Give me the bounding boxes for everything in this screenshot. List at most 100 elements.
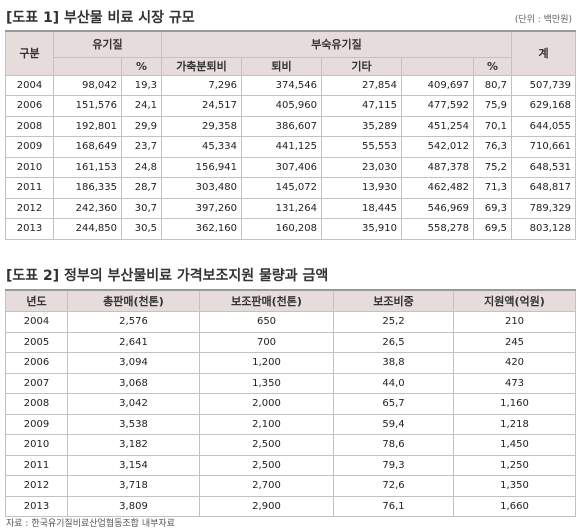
cell: 2005 bbox=[5, 331, 68, 353]
header-cell: 보조비중 bbox=[333, 289, 454, 312]
cell: 29,358 bbox=[161, 115, 242, 137]
cell: 2006 bbox=[5, 95, 54, 117]
header-cell: % bbox=[121, 56, 162, 76]
cell: 242,360 bbox=[53, 197, 122, 219]
cell: 168,649 bbox=[53, 136, 122, 158]
header-cell: 보조판매(천톤) bbox=[199, 289, 334, 312]
cell: 2010 bbox=[5, 156, 54, 178]
cell: 72,6 bbox=[333, 475, 454, 497]
table-row: 2006 151,576 24,1 24,517 405,960 47,115 477,59… bbox=[5, 95, 576, 117]
cell: 803,128 bbox=[511, 218, 576, 240]
cell: 59,4 bbox=[333, 413, 454, 435]
table-title: [도표 1] 부산물 비료 시장 규모 bbox=[6, 10, 195, 26]
cell: 23,030 bbox=[321, 156, 402, 178]
cell: 156,941 bbox=[161, 156, 242, 178]
cell: 70,1 bbox=[473, 115, 512, 137]
header-cell: 구분 bbox=[5, 30, 54, 76]
cell: 374,546 bbox=[241, 74, 322, 96]
cell: 27,854 bbox=[321, 74, 402, 96]
cell: 79,3 bbox=[333, 454, 454, 476]
table-row: 2013 244,850 30,5 362,160 160,208 35,910 558,2… bbox=[5, 218, 576, 240]
cell: 629,168 bbox=[511, 95, 576, 117]
cell: 2,900 bbox=[199, 495, 334, 517]
cell: 2006 bbox=[5, 352, 68, 374]
cell: 409,697 bbox=[401, 74, 474, 96]
cell: 80,7 bbox=[473, 74, 512, 96]
cell: 405,960 bbox=[241, 95, 322, 117]
table-row: 2006 3,094 1,200 38,8 420 bbox=[5, 352, 576, 374]
cell: 2013 bbox=[5, 218, 54, 240]
market-table: 구분 유기질 부숙유기질 계 % 가축분퇴비 퇴비 기타 % 2004 98,04… bbox=[5, 30, 576, 240]
cell: 2012 bbox=[5, 197, 54, 219]
cell: 29,9 bbox=[121, 115, 162, 137]
cell: 78,6 bbox=[333, 434, 454, 456]
cell: 3,809 bbox=[67, 495, 200, 517]
cell: 303,480 bbox=[161, 177, 242, 199]
cell: 2,576 bbox=[67, 311, 200, 333]
source-note: 자료 : 한국유기질비료산업협동조합 내부자료 bbox=[6, 519, 175, 529]
cell: 2,100 bbox=[199, 413, 334, 435]
header-cell: 총판매(천톤) bbox=[67, 289, 200, 312]
table-row: 2011 186,335 28,7 303,480 145,072 13,930 462,4… bbox=[5, 177, 576, 199]
cell: 2013 bbox=[5, 495, 68, 517]
cell: 76,1 bbox=[333, 495, 454, 517]
header-cell bbox=[53, 56, 122, 76]
table-row: 2010 161,153 24,8 156,941 307,406 23,030 487,3… bbox=[5, 156, 576, 178]
cell: 507,739 bbox=[511, 74, 576, 96]
cell: 30,5 bbox=[121, 218, 162, 240]
table-row: 2004 2,576 650 25,2 210 bbox=[5, 311, 576, 333]
table-row: 2009 3,538 2,100 59,4 1,218 bbox=[5, 413, 576, 435]
header-cell: 유기질 bbox=[53, 30, 162, 58]
cell: 1,218 bbox=[453, 413, 576, 435]
header-cell: % bbox=[473, 56, 512, 76]
cell: 420 bbox=[453, 352, 576, 374]
cell: 546,969 bbox=[401, 197, 474, 219]
cell: 397,260 bbox=[161, 197, 242, 219]
header-cell: 지원액(억원) bbox=[453, 289, 576, 312]
cell: 542,012 bbox=[401, 136, 474, 158]
cell: 38,8 bbox=[333, 352, 454, 374]
cell: 28,7 bbox=[121, 177, 162, 199]
table-body: 2004 98,042 19,3 7,296 374,546 27,854 409,697 8… bbox=[5, 74, 576, 240]
cell: 2008 bbox=[5, 115, 54, 137]
header-cell: 계 bbox=[511, 30, 576, 76]
cell: 2010 bbox=[5, 434, 68, 456]
cell: 160,208 bbox=[241, 218, 322, 240]
cell: 30,7 bbox=[121, 197, 162, 219]
cell: 25,2 bbox=[333, 311, 454, 333]
cell: 45,334 bbox=[161, 136, 242, 158]
cell: 76,3 bbox=[473, 136, 512, 158]
cell: 2004 bbox=[5, 74, 54, 96]
cell: 1,250 bbox=[453, 454, 576, 476]
cell: 145,072 bbox=[241, 177, 322, 199]
cell: 161,153 bbox=[53, 156, 122, 178]
cell: 69,5 bbox=[473, 218, 512, 240]
header-cell: 가축분퇴비 bbox=[161, 56, 242, 76]
cell: 24,517 bbox=[161, 95, 242, 117]
unit-note: (단위 : 백만원) bbox=[514, 15, 572, 25]
cell: 1,200 bbox=[199, 352, 334, 374]
cell: 2,000 bbox=[199, 393, 334, 415]
cell: 192,801 bbox=[53, 115, 122, 137]
cell: 648,531 bbox=[511, 156, 576, 178]
cell: 210 bbox=[453, 311, 576, 333]
cell: 23,7 bbox=[121, 136, 162, 158]
table-row: 2008 192,801 29,9 29,358 386,607 35,289 451,25… bbox=[5, 115, 576, 137]
cell: 7,296 bbox=[161, 74, 242, 96]
cell: 151,576 bbox=[53, 95, 122, 117]
cell: 47,115 bbox=[321, 95, 402, 117]
cell: 19,3 bbox=[121, 74, 162, 96]
cell: 69,3 bbox=[473, 197, 512, 219]
cell: 1,450 bbox=[453, 434, 576, 456]
table-row: 2004 98,042 19,3 7,296 374,546 27,854 409,697 8… bbox=[5, 74, 576, 96]
table-row: 2007 3,068 1,350 44,0 473 bbox=[5, 372, 576, 394]
cell: 1,160 bbox=[453, 393, 576, 415]
cell: 362,160 bbox=[161, 218, 242, 240]
cell: 2012 bbox=[5, 475, 68, 497]
cell: 2011 bbox=[5, 454, 68, 476]
cell: 35,910 bbox=[321, 218, 402, 240]
cell: 441,125 bbox=[241, 136, 322, 158]
cell: 700 bbox=[199, 331, 334, 353]
cell: 487,378 bbox=[401, 156, 474, 178]
